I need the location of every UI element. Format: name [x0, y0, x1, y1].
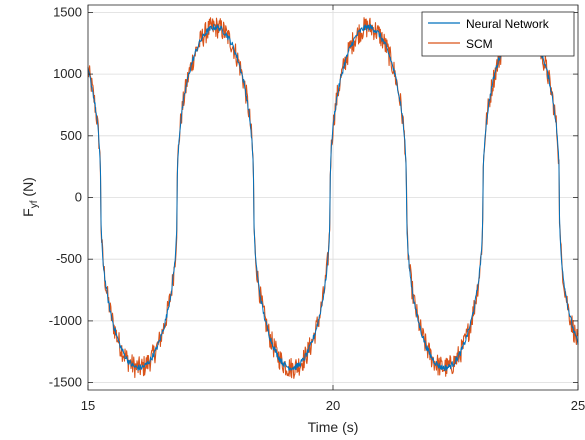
legend-box — [421, 11, 575, 57]
y-axis-label-sub: yf — [29, 200, 40, 208]
legend-label-neural-network: Neural Network — [466, 17, 550, 31]
series-line-neural-network — [87, 24, 579, 372]
series-layer — [87, 17, 579, 379]
y-axis-label-unit: (N) — [20, 177, 36, 200]
legend: Neural Network SCM — [421, 11, 575, 57]
y-tick-label: 500 — [60, 128, 82, 143]
y-axis-label: Fyf (N) — [20, 177, 40, 217]
x-tick-label: 20 — [326, 398, 340, 413]
y-axis-label-main: F — [20, 208, 36, 217]
y-tick-label: -1000 — [49, 313, 82, 328]
y-tick-label: -1500 — [49, 375, 82, 390]
x-tick-label: 15 — [81, 398, 95, 413]
ticks: -1500 -1000 -500 0 500 1000 1500 15 20 25 — [49, 4, 585, 413]
y-tick-label: 1000 — [53, 66, 82, 81]
y-tick-label: 0 — [75, 190, 82, 205]
y-tick-label: -500 — [56, 251, 82, 266]
x-axis-label: Time (s) — [308, 419, 359, 435]
legend-label-scm: SCM — [466, 37, 493, 51]
y-tick-label: 1500 — [53, 4, 82, 19]
x-tick-label: 25 — [571, 398, 585, 413]
